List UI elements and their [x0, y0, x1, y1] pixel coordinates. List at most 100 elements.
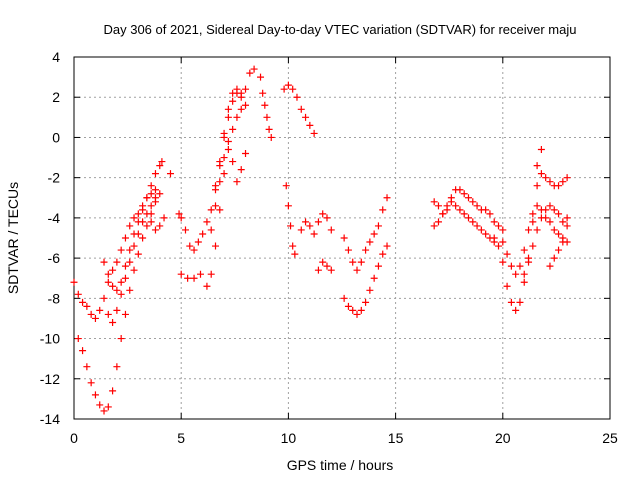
data-point	[537, 170, 545, 178]
data-point	[113, 258, 121, 266]
series-arc-u	[533, 162, 571, 190]
data-point	[190, 274, 198, 282]
data-point	[212, 242, 220, 250]
data-point	[263, 113, 271, 121]
data-point	[151, 186, 159, 194]
data-point	[121, 234, 129, 242]
data-point	[220, 170, 228, 178]
data-point	[537, 146, 545, 154]
data-point	[130, 242, 138, 250]
data-point	[297, 105, 305, 113]
data-point	[366, 238, 374, 246]
data-point	[546, 218, 554, 226]
data-point	[460, 190, 468, 198]
data-point	[473, 222, 481, 230]
data-point	[91, 391, 99, 399]
data-point	[525, 258, 533, 266]
data-point	[83, 302, 91, 310]
x-tick-labels: 0 5 10 15 20 25	[70, 430, 618, 446]
data-point	[362, 246, 370, 254]
data-point	[134, 230, 142, 238]
data-point	[156, 222, 164, 230]
data-points	[70, 65, 571, 415]
data-point	[147, 182, 155, 190]
data-point	[250, 65, 258, 73]
data-point	[203, 218, 211, 226]
data-point	[323, 262, 331, 270]
data-point	[79, 298, 87, 306]
data-point	[216, 206, 224, 214]
data-point	[563, 174, 571, 182]
data-point	[460, 210, 468, 218]
data-point	[212, 182, 220, 190]
y-axis-label: SDTVAR / TECUs	[5, 182, 21, 294]
plot-frame	[73, 56, 611, 420]
data-point	[434, 202, 442, 210]
data-point	[181, 226, 189, 234]
data-point	[327, 226, 335, 234]
data-point	[370, 274, 378, 282]
data-point	[464, 194, 472, 202]
data-point	[224, 146, 232, 154]
y-tick-label: -8	[48, 290, 61, 306]
data-point	[287, 222, 295, 230]
data-point	[87, 379, 95, 387]
data-point	[456, 206, 464, 214]
data-point	[319, 258, 327, 266]
grid-lines	[74, 57, 610, 419]
data-point	[499, 226, 507, 234]
data-point	[327, 266, 335, 274]
data-point	[490, 218, 498, 226]
data-point	[151, 194, 159, 202]
data-point	[212, 202, 220, 210]
data-point	[362, 298, 370, 306]
series-arc-w	[546, 222, 571, 270]
series-arc-e	[147, 170, 174, 234]
data-point	[555, 246, 563, 254]
data-point	[113, 363, 121, 371]
x-tick-label: 0	[70, 430, 78, 446]
data-point	[507, 262, 515, 270]
data-point	[224, 113, 232, 121]
data-point	[297, 226, 305, 234]
data-point	[529, 210, 537, 218]
data-point	[555, 230, 563, 238]
series-arc-c	[100, 186, 159, 294]
data-point	[503, 250, 511, 258]
data-point	[439, 210, 447, 218]
y-tick-label: 4	[52, 49, 60, 65]
data-point	[482, 206, 490, 214]
data-point	[104, 403, 112, 411]
data-point	[233, 113, 241, 121]
data-point	[130, 266, 138, 274]
data-point	[237, 166, 245, 174]
data-point	[529, 242, 537, 250]
data-point	[121, 310, 129, 318]
data-point	[143, 222, 151, 230]
data-point	[229, 125, 237, 133]
data-point	[117, 290, 125, 298]
data-point	[134, 250, 142, 258]
data-point	[151, 226, 159, 234]
data-point	[259, 89, 267, 97]
data-point	[430, 222, 438, 230]
series-arc-b	[74, 198, 159, 415]
data-point	[434, 218, 442, 226]
data-point	[143, 194, 151, 202]
data-point	[499, 258, 507, 266]
data-point	[267, 133, 275, 141]
data-point	[280, 85, 288, 93]
data-point	[344, 302, 352, 310]
data-point	[147, 202, 155, 210]
data-point	[207, 226, 215, 234]
data-point	[224, 105, 232, 113]
data-point	[353, 266, 361, 274]
data-point	[147, 218, 155, 226]
data-point	[233, 89, 241, 97]
data-point	[126, 258, 134, 266]
data-point	[229, 158, 237, 166]
data-point	[158, 158, 166, 166]
data-point	[559, 178, 567, 186]
data-point	[452, 202, 460, 210]
data-point	[340, 294, 348, 302]
